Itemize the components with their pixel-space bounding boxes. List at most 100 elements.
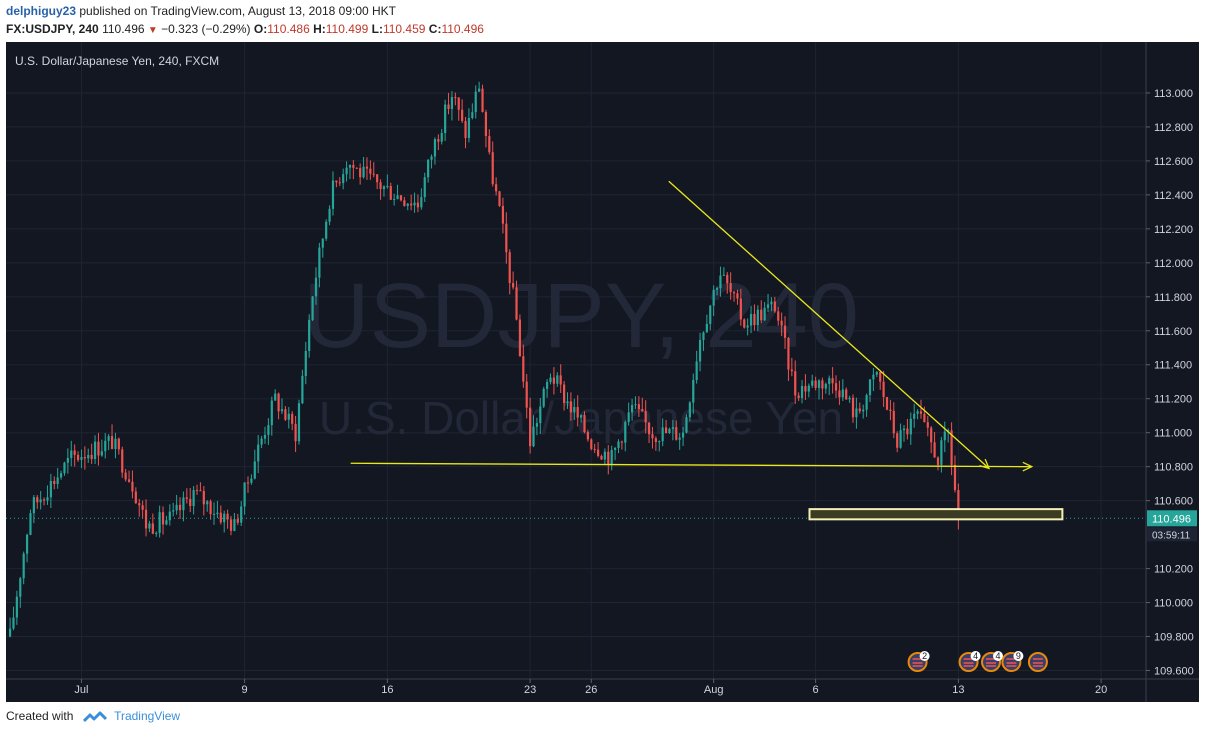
y-tick-label: 111.400 (1154, 360, 1192, 372)
trendline-descending-resistance[interactable] (668, 180, 990, 469)
chart-background (6, 42, 1199, 702)
candle-body (206, 501, 209, 505)
candle-body (535, 423, 539, 427)
candle-body (331, 180, 335, 209)
event-marker[interactable]: 4 (981, 651, 1004, 672)
candle-body (705, 323, 708, 333)
candle-body (936, 457, 940, 465)
x-tick-label: Aug (704, 684, 724, 696)
candle-body (933, 442, 936, 458)
candle-body (838, 390, 841, 398)
event-count-badge (919, 651, 930, 661)
candle-body (661, 427, 664, 442)
candle-body (624, 422, 627, 443)
candle-body (651, 434, 654, 439)
last-price-label: 110.496 (1152, 513, 1191, 525)
candle-body (542, 388, 545, 407)
candle-body (868, 379, 872, 396)
candle-body (613, 447, 617, 450)
y-tick-label: 110.000 (1154, 598, 1193, 610)
candle-body (178, 504, 182, 511)
candle-body (352, 164, 355, 168)
candle-body (39, 499, 42, 503)
candle-body (399, 195, 403, 201)
candle-body (403, 200, 406, 206)
bar-countdown: 03:59:11 (1152, 530, 1191, 541)
candle-body (596, 449, 600, 456)
x-tick-label: 16 (381, 684, 393, 696)
support-zone-rectangle[interactable] (808, 508, 1064, 521)
candle-body (199, 490, 202, 492)
x-tick-label: 13 (952, 684, 964, 696)
down-arrow-icon: ▼ (147, 25, 158, 36)
candle-body (355, 167, 358, 169)
candle-body (386, 186, 389, 188)
candle-body (53, 480, 56, 484)
time-axis[interactable]: Jul 9 16 23 26 Aug 6 13 20 (74, 679, 1107, 696)
candle-body (719, 275, 722, 289)
candle-body (797, 395, 800, 399)
candle-body (59, 473, 63, 478)
candle-body (664, 427, 668, 433)
candle-body (90, 454, 93, 460)
candle-body (158, 512, 161, 533)
candle-body (325, 221, 328, 239)
candle-body (647, 422, 651, 435)
candle-body (681, 432, 685, 438)
candle-body (552, 377, 556, 384)
drawings[interactable] (6, 180, 1146, 521)
chart-title: U.S. Dollar/Japanese Yen, 240, FXCM (15, 54, 219, 68)
candle-body (896, 433, 899, 448)
y-tick-label: 111.600 (1154, 326, 1192, 338)
candle-body (410, 203, 413, 206)
candle-body (104, 440, 107, 452)
candle-body (226, 513, 229, 520)
event-marker[interactable]: 4 (958, 651, 981, 672)
candle-body (637, 404, 640, 410)
candle-body (471, 112, 474, 118)
candle-body (192, 490, 195, 507)
candle-body (155, 532, 158, 534)
candle-body (926, 422, 929, 428)
candle-body (49, 480, 52, 498)
candle-body (919, 411, 923, 414)
candle-body (270, 400, 273, 426)
candle-body (342, 174, 345, 184)
event-marker[interactable]: 2 (907, 651, 930, 672)
candle-body (117, 438, 120, 450)
candle-body (32, 497, 35, 514)
candle-body (532, 426, 535, 447)
open-label: O: (253, 22, 268, 36)
price-chart[interactable]: USDJPY, 240 U.S. Dollar/Japanese Yen 113… (6, 42, 1199, 702)
candle-body (144, 509, 148, 529)
economic-events[interactable]: 2 4 4 9 (907, 651, 1048, 672)
candle-body (348, 164, 352, 168)
candle-body (885, 397, 889, 410)
candle-body (46, 497, 49, 501)
candle-body (909, 418, 912, 435)
x-tick-label: 26 (585, 684, 597, 696)
grid-lines (6, 42, 1146, 679)
candle-body (579, 415, 583, 418)
price-axis[interactable]: 113.000 112.800 112.600 112.400 112.200 112.0… (1146, 88, 1197, 678)
candle-body (362, 166, 365, 178)
candle-body (454, 97, 457, 99)
event-marker[interactable] (1027, 652, 1048, 672)
candle-body (916, 411, 919, 414)
y-tick-label: 112.000 (1154, 258, 1193, 270)
candle-body (943, 431, 946, 441)
event-marker[interactable]: 9 (1001, 651, 1024, 672)
candle-body (770, 301, 773, 305)
flag-stripes (1032, 658, 1043, 667)
tradingview-link[interactable]: TradingView (114, 709, 181, 723)
candle-body (447, 104, 450, 109)
trendline-horizontal-support[interactable] (350, 462, 1032, 468)
x-tick-label: 9 (242, 684, 248, 696)
candle-body (913, 413, 916, 419)
candle-body (831, 378, 834, 384)
candle-body (440, 133, 443, 142)
candle-body (22, 553, 25, 579)
candle-body (141, 505, 144, 510)
candle-body (413, 202, 416, 206)
author-username[interactable]: delphiguy23 (6, 4, 77, 18)
